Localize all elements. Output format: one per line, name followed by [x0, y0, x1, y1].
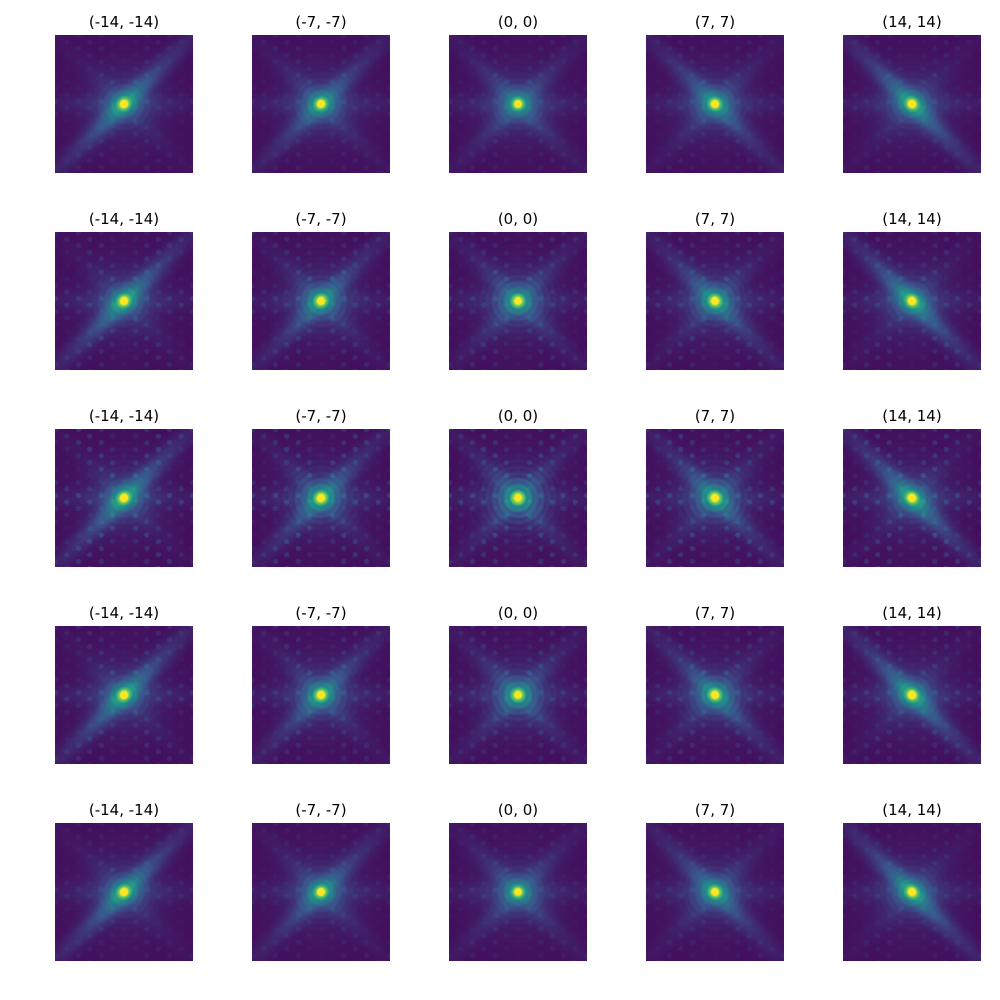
panel-title: (-7, -7) [295, 210, 347, 228]
diffraction-pattern-image [449, 35, 587, 173]
panel-title: (0, 0) [497, 13, 539, 31]
panel-title: (14, 14) [882, 407, 942, 425]
diffraction-pattern-image [646, 823, 784, 961]
panel-title: (14, 14) [882, 604, 942, 622]
diffraction-pattern-image [252, 232, 390, 370]
pattern-panel: (7, 7) [646, 209, 784, 370]
pattern-panel: (-7, -7) [252, 406, 390, 567]
panel-title: (-14, -14) [88, 801, 160, 819]
pattern-panel: (7, 7) [646, 603, 784, 764]
panel-title: (-7, -7) [295, 801, 347, 819]
diffraction-pattern-image [449, 429, 587, 567]
pattern-panel: (14, 14) [843, 12, 981, 173]
diffraction-pattern-image [646, 35, 784, 173]
pattern-panel: (0, 0) [449, 406, 587, 567]
diffraction-pattern-image [252, 823, 390, 961]
panel-title: (14, 14) [882, 13, 942, 31]
pattern-panel: (-14, -14) [55, 209, 193, 370]
pattern-panel: (0, 0) [449, 800, 587, 961]
diffraction-pattern-image [449, 232, 587, 370]
diffraction-pattern-image [646, 626, 784, 764]
diffraction-pattern-image [843, 232, 981, 370]
panel-title: (-7, -7) [295, 604, 347, 622]
panel-title: (-14, -14) [88, 407, 160, 425]
panel-title: (-14, -14) [88, 604, 160, 622]
diffraction-pattern-image [646, 429, 784, 567]
panel-title: (0, 0) [497, 604, 539, 622]
pattern-panel: (0, 0) [449, 603, 587, 764]
panel-title: (0, 0) [497, 210, 539, 228]
panel-title: (0, 0) [497, 407, 539, 425]
diffraction-pattern-image [252, 429, 390, 567]
pattern-panel: (14, 14) [843, 800, 981, 961]
diffraction-pattern-image [252, 626, 390, 764]
diffraction-pattern-image [252, 35, 390, 173]
panel-title: (-7, -7) [295, 13, 347, 31]
diffraction-pattern-image [843, 429, 981, 567]
diffraction-pattern-image [55, 429, 193, 567]
panel-title: (-7, -7) [295, 407, 347, 425]
pattern-panel: (-7, -7) [252, 800, 390, 961]
diffraction-pattern-image [449, 626, 587, 764]
panel-title: (7, 7) [694, 604, 736, 622]
panel-title: (0, 0) [497, 801, 539, 819]
pattern-panel: (-14, -14) [55, 603, 193, 764]
pattern-panel: (7, 7) [646, 12, 784, 173]
pattern-panel: (0, 0) [449, 12, 587, 173]
diffraction-pattern-image [843, 35, 981, 173]
panel-title: (14, 14) [882, 210, 942, 228]
diffraction-pattern-image [55, 823, 193, 961]
diffraction-pattern-image [843, 626, 981, 764]
panel-title: (7, 7) [694, 210, 736, 228]
panel-title: (7, 7) [694, 13, 736, 31]
diffraction-pattern-image [646, 232, 784, 370]
pattern-panel: (7, 7) [646, 406, 784, 567]
diffraction-pattern-image [55, 232, 193, 370]
pattern-panel: (-7, -7) [252, 603, 390, 764]
diffraction-pattern-image [55, 35, 193, 173]
pattern-panel: (-7, -7) [252, 12, 390, 173]
diffraction-pattern-image [843, 823, 981, 961]
panel-title: (7, 7) [694, 801, 736, 819]
pattern-panel: (-14, -14) [55, 12, 193, 173]
panel-title: (14, 14) [882, 801, 942, 819]
pattern-panel: (14, 14) [843, 406, 981, 567]
pattern-panel: (-14, -14) [55, 800, 193, 961]
pattern-panel: (0, 0) [449, 209, 587, 370]
panel-title: (-14, -14) [88, 13, 160, 31]
pattern-panel: (-14, -14) [55, 406, 193, 567]
pattern-panel: (7, 7) [646, 800, 784, 961]
pattern-panel: (14, 14) [843, 209, 981, 370]
panel-title: (7, 7) [694, 407, 736, 425]
diffraction-pattern-image [449, 823, 587, 961]
pattern-panel: (-7, -7) [252, 209, 390, 370]
diffraction-pattern-image [55, 626, 193, 764]
panel-title: (-14, -14) [88, 210, 160, 228]
pattern-panel: (14, 14) [843, 603, 981, 764]
